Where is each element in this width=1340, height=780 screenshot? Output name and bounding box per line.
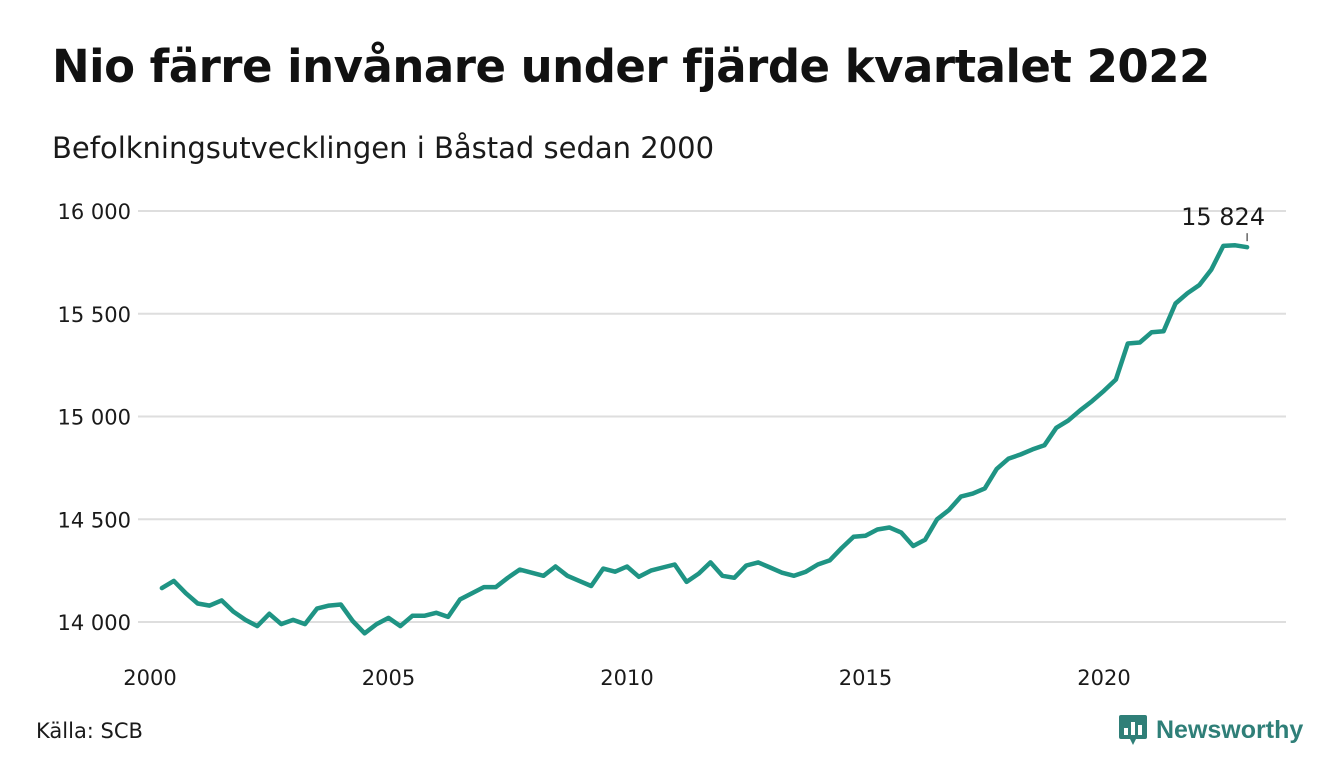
brand-logo: Newsworthy: [1118, 713, 1303, 747]
y-tick-label: 14 000: [58, 611, 131, 635]
y-tick-label: 16 000: [58, 200, 131, 224]
chart-subtitle: Befolkningsutvecklingen i Båstad sedan 2…: [52, 131, 715, 165]
newsworthy-chart-logo-icon: [1119, 715, 1147, 745]
x-tick-label: 2000: [123, 666, 176, 690]
series-line: [159, 243, 1250, 636]
y-axis-ticks: 14 000 14 500 15 000 15 500 16 000: [58, 200, 131, 635]
x-tick-label: 2010: [600, 666, 653, 690]
y-tick-label: 15 000: [58, 406, 131, 430]
x-tick-label: 2020: [1077, 666, 1130, 690]
gridlines: [138, 210, 1286, 623]
y-tick-label: 14 500: [58, 508, 131, 532]
y-tick-label: 15 500: [58, 303, 131, 327]
x-tick-label: 2005: [362, 666, 415, 690]
data-label: 15 824: [1181, 203, 1265, 231]
brand-name: Newsworthy: [1156, 715, 1304, 744]
chart-title: Nio färre invånare under fjärde kvartale…: [52, 40, 1210, 93]
annotations: 15 824: [1181, 203, 1265, 242]
source-note: Källa: SCB: [36, 719, 143, 743]
series-group: [159, 243, 1250, 636]
x-axis-ticks: 2000 2005 2010 2015 2020: [123, 666, 1130, 690]
x-tick-label: 2015: [839, 666, 892, 690]
